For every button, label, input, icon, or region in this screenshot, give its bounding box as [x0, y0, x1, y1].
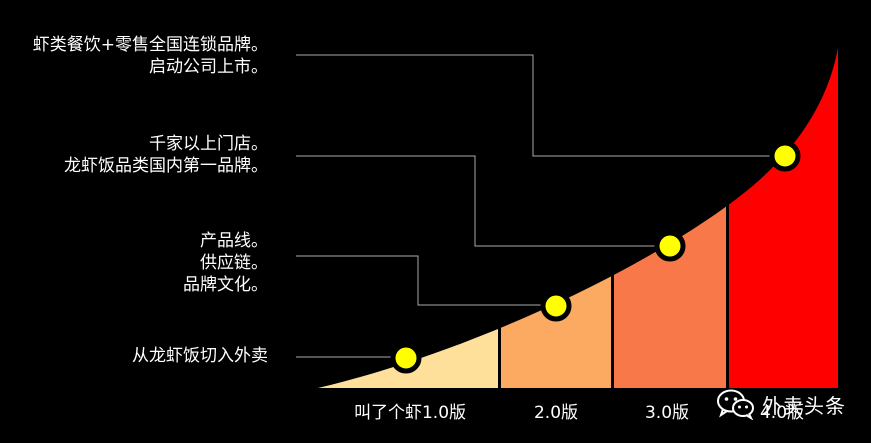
connector-line-2: [296, 155, 670, 247]
band-version-1: [318, 48, 498, 388]
note-line: 从龙虾饭切入外卖: [132, 346, 268, 366]
version-label-2: 2.0版: [533, 403, 579, 423]
connector-line-3: [296, 255, 556, 306]
note-milestone-2: 产品线。 供应链。 品牌文化。: [183, 230, 268, 296]
note-line: 龙虾饭品类国内第一品牌。: [64, 156, 268, 176]
watermark: 外卖头条: [716, 388, 846, 420]
note-milestone-3: 千家以上门店。 龙虾饭品类国内第一品牌。: [64, 133, 268, 177]
milestone-dot-2: [540, 290, 572, 322]
watermark-text: 外卖头条: [762, 393, 846, 418]
connector-lines: [296, 54, 785, 358]
note-line: 供应链。: [200, 253, 268, 273]
milestones: [390, 140, 801, 374]
connector-line-1: [296, 54, 785, 157]
version-label-3: 3.0版: [644, 403, 690, 423]
band-version-4: [729, 48, 838, 388]
version-label-1: 叫了个虾1.0版: [353, 403, 467, 423]
note-line: 品牌文化。: [183, 275, 268, 295]
growth-curve-area: [318, 48, 838, 388]
version-label-4: 4.0版: [759, 403, 805, 423]
milestone-dot-3: [654, 230, 686, 262]
note-milestone-4: 虾类餐饮+零售全国连锁品牌。 启动公司上市。: [33, 34, 268, 78]
milestone-dot-4: [769, 140, 801, 172]
milestone-dot-1: [390, 342, 422, 374]
band-version-3: [614, 48, 726, 388]
note-line: 虾类餐饮+零售全国连锁品牌。: [32, 35, 268, 55]
note-milestone-1: 从龙虾饭切入外卖: [132, 345, 268, 367]
note-line: 千家以上门店。: [149, 134, 268, 154]
band-version-2: [501, 48, 611, 388]
note-line: 产品线。: [200, 231, 268, 251]
wechat-icon: [717, 389, 754, 420]
note-line: 启动公司上市。: [149, 57, 268, 77]
